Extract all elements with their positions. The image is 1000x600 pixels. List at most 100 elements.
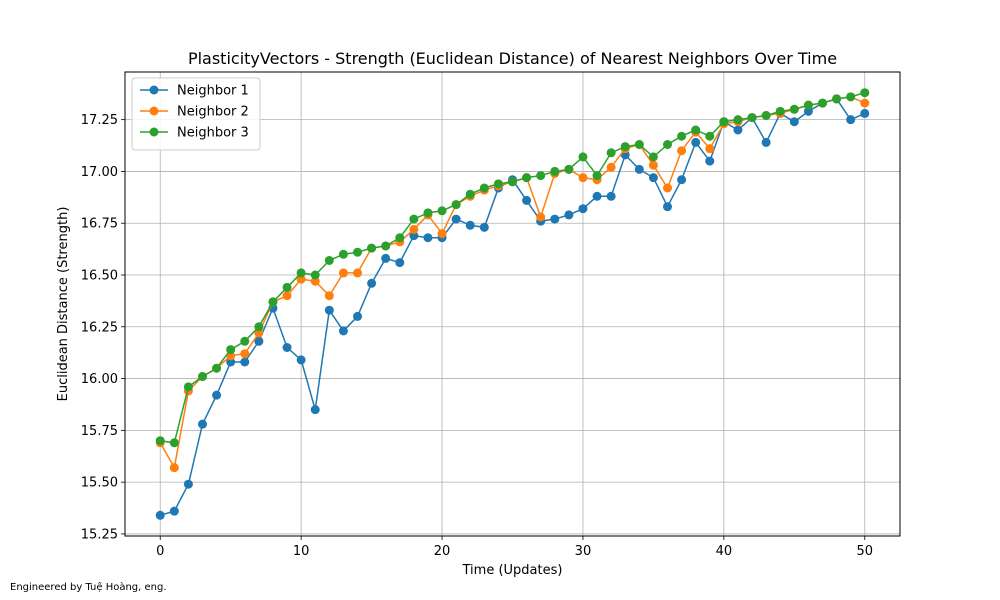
plot-frame	[124, 71, 901, 537]
series-3-point	[846, 92, 856, 102]
y-tick-label: 17.25	[81, 113, 118, 128]
series-1-point	[648, 173, 658, 183]
series-1-point	[705, 156, 715, 166]
y-tick-label: 15.75	[81, 424, 118, 439]
series-3-point	[479, 183, 489, 193]
series-2-point	[240, 349, 250, 359]
series-1-point	[226, 357, 236, 367]
y-tick-label: 15.25	[81, 527, 118, 542]
chart-title: PlasticityVectors - Strength (Euclidean …	[188, 49, 837, 68]
series-3-point	[691, 125, 701, 135]
series-1-point	[183, 479, 193, 489]
grid	[125, 72, 900, 536]
series-3-point	[578, 152, 588, 162]
series-3-point	[550, 166, 560, 176]
series-1-point	[169, 506, 179, 516]
series-3-point	[212, 363, 222, 373]
series-1-point	[663, 202, 672, 212]
series-2-point	[338, 268, 348, 278]
series-3-point	[268, 297, 278, 307]
series-1-point	[310, 405, 320, 415]
series-1-point	[564, 210, 574, 220]
y-tick-label: 16.25	[81, 320, 118, 335]
series-1-point	[677, 175, 687, 185]
series-3-point	[381, 241, 391, 251]
ticks: 0 10 20 30 40 50 15.25 15.50 15.75 16.00 16.25 16.5…	[81, 113, 873, 559]
series-3-point	[747, 113, 757, 123]
series-3-point	[775, 106, 785, 116]
series-3-point	[663, 140, 672, 149]
series-2-point	[409, 224, 419, 234]
series-3-point	[395, 233, 405, 243]
series-2-point	[536, 212, 546, 222]
legend-swatch-marker	[149, 106, 159, 116]
series-1-point	[155, 510, 165, 520]
series-3-point	[254, 322, 264, 332]
series-1-point	[578, 204, 588, 214]
y-tick-label: 15.50	[81, 476, 118, 491]
series-3-point	[296, 268, 306, 278]
series-3-point	[522, 173, 532, 183]
series-2-point	[705, 144, 715, 154]
series-3-point	[198, 372, 207, 381]
legend: Neighbor 1 Neighbor 2 Neighbor 3	[131, 77, 261, 151]
series-1-point	[395, 258, 405, 268]
series-2-point	[606, 162, 616, 172]
y-axis-label: Euclidean Distance (Strength)	[56, 207, 71, 402]
series-1-point	[409, 231, 419, 241]
series-1-point	[353, 311, 362, 321]
series-2-point	[437, 229, 447, 239]
x-tick-label: 0	[156, 544, 164, 559]
series-line-3	[160, 91, 865, 444]
series-1-point	[367, 278, 377, 288]
series-line-2	[159, 96, 866, 470]
series-3-point	[832, 94, 842, 104]
series-3-point	[677, 131, 687, 141]
series-3-point	[367, 243, 377, 253]
series-3-point	[451, 200, 461, 210]
series-3-point	[282, 282, 292, 292]
series-1-point	[634, 164, 644, 174]
series-2-point	[324, 291, 334, 301]
series-3-point	[465, 189, 475, 199]
series-1-point	[522, 195, 532, 205]
series-2-point	[353, 268, 362, 278]
x-tick-label: 20	[434, 544, 451, 559]
series-3-point	[648, 152, 658, 162]
series-3-point	[860, 88, 870, 98]
series-1-point	[846, 115, 856, 125]
series-1-point	[282, 343, 292, 352]
series-1-point	[212, 390, 222, 400]
series-3-point	[324, 256, 334, 265]
series-3-point	[423, 208, 433, 218]
series-2-point	[578, 173, 588, 183]
series-2-point	[648, 160, 658, 170]
series-3-point	[169, 438, 179, 448]
series-2-point	[310, 276, 320, 286]
series-3-point	[226, 345, 236, 355]
legend-swatch-marker	[149, 127, 159, 137]
series-3-point	[437, 206, 447, 216]
series-1-point	[338, 326, 348, 336]
series-1-point	[465, 220, 475, 230]
series-3-point	[240, 336, 250, 346]
footer-credit: Engineered by Tuệ Hoàng, eng.	[10, 582, 167, 593]
series-1-point	[479, 222, 489, 232]
series-3-point	[719, 117, 729, 127]
x-tick-label: 30	[575, 544, 592, 559]
series-line-1	[160, 98, 866, 517]
series-1-point	[761, 137, 771, 147]
series-2-point	[677, 146, 687, 156]
series-3-point	[620, 142, 630, 152]
series-1-point	[592, 191, 602, 201]
series-3-point	[789, 104, 799, 114]
series-2-point	[282, 291, 292, 301]
y-tick-label: 17.00	[81, 165, 118, 180]
legend-label: Neighbor 2	[177, 105, 249, 120]
series-2-point	[169, 463, 179, 473]
series-1-point	[606, 191, 616, 201]
series-3-point	[606, 148, 616, 158]
series-1-point	[254, 336, 264, 346]
series-2-point	[663, 183, 672, 193]
